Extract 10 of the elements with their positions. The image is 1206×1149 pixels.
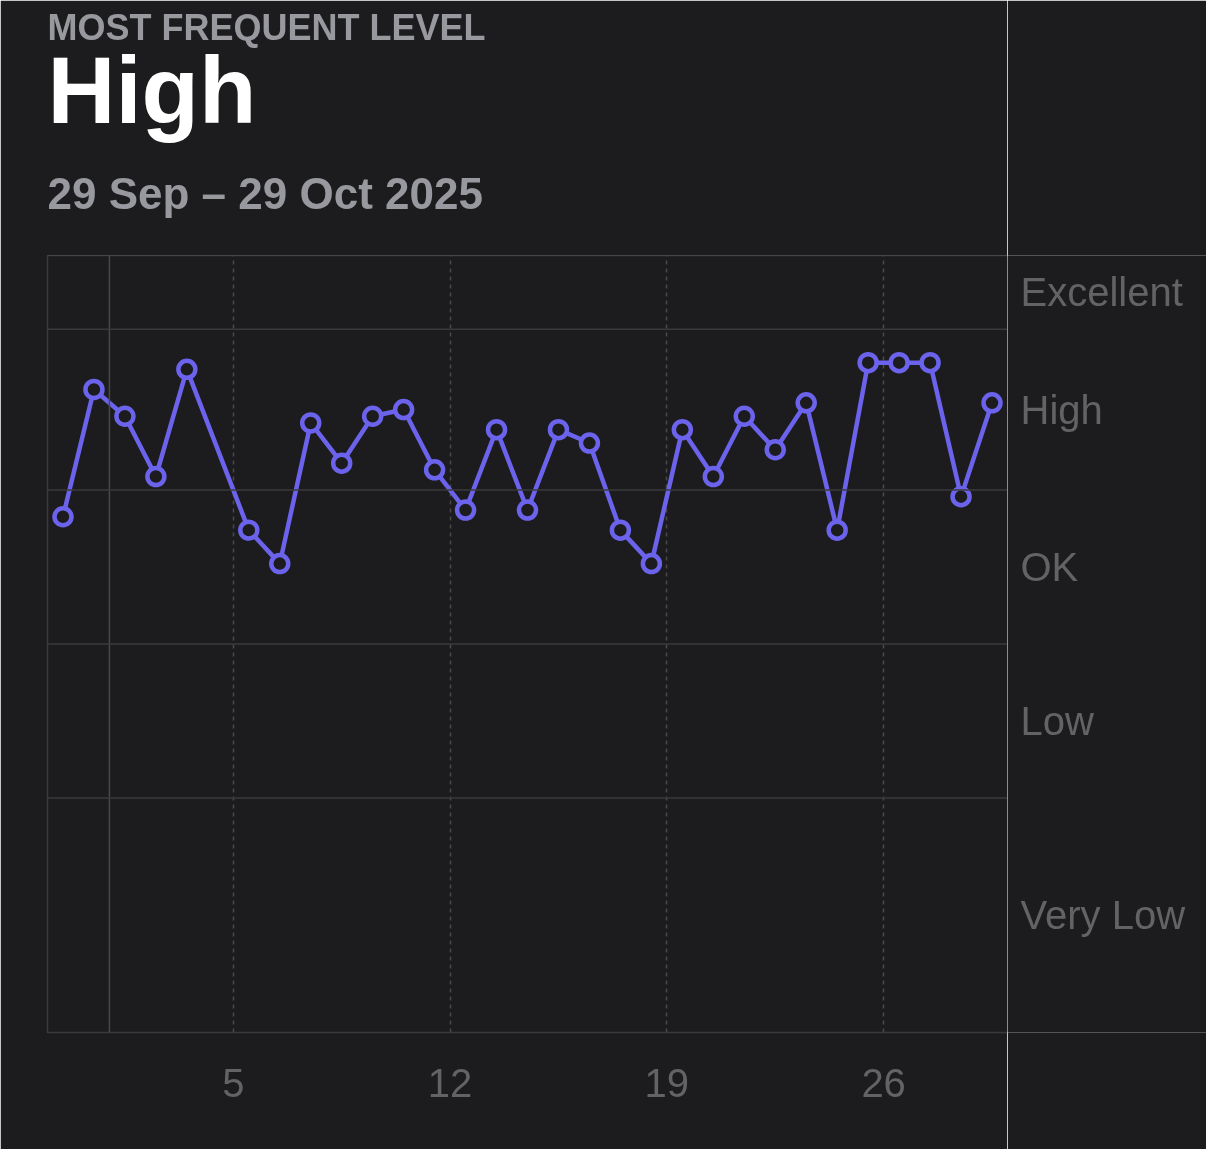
text: High: [1020, 387, 1103, 432]
text: Excellent: [1020, 270, 1183, 315]
x-tick-label: 12: [427, 1060, 473, 1105]
chart-subtitle: 29 Sep – 29 Oct 2025: [47, 168, 483, 218]
text: OK: [1020, 544, 1079, 589]
text: Very Low: [1020, 893, 1186, 938]
x-tick-label: 5: [222, 1060, 245, 1105]
text: Low: [1020, 699, 1094, 744]
x-tick-label: 19: [644, 1060, 690, 1105]
x-tick-label: 26: [861, 1060, 906, 1105]
